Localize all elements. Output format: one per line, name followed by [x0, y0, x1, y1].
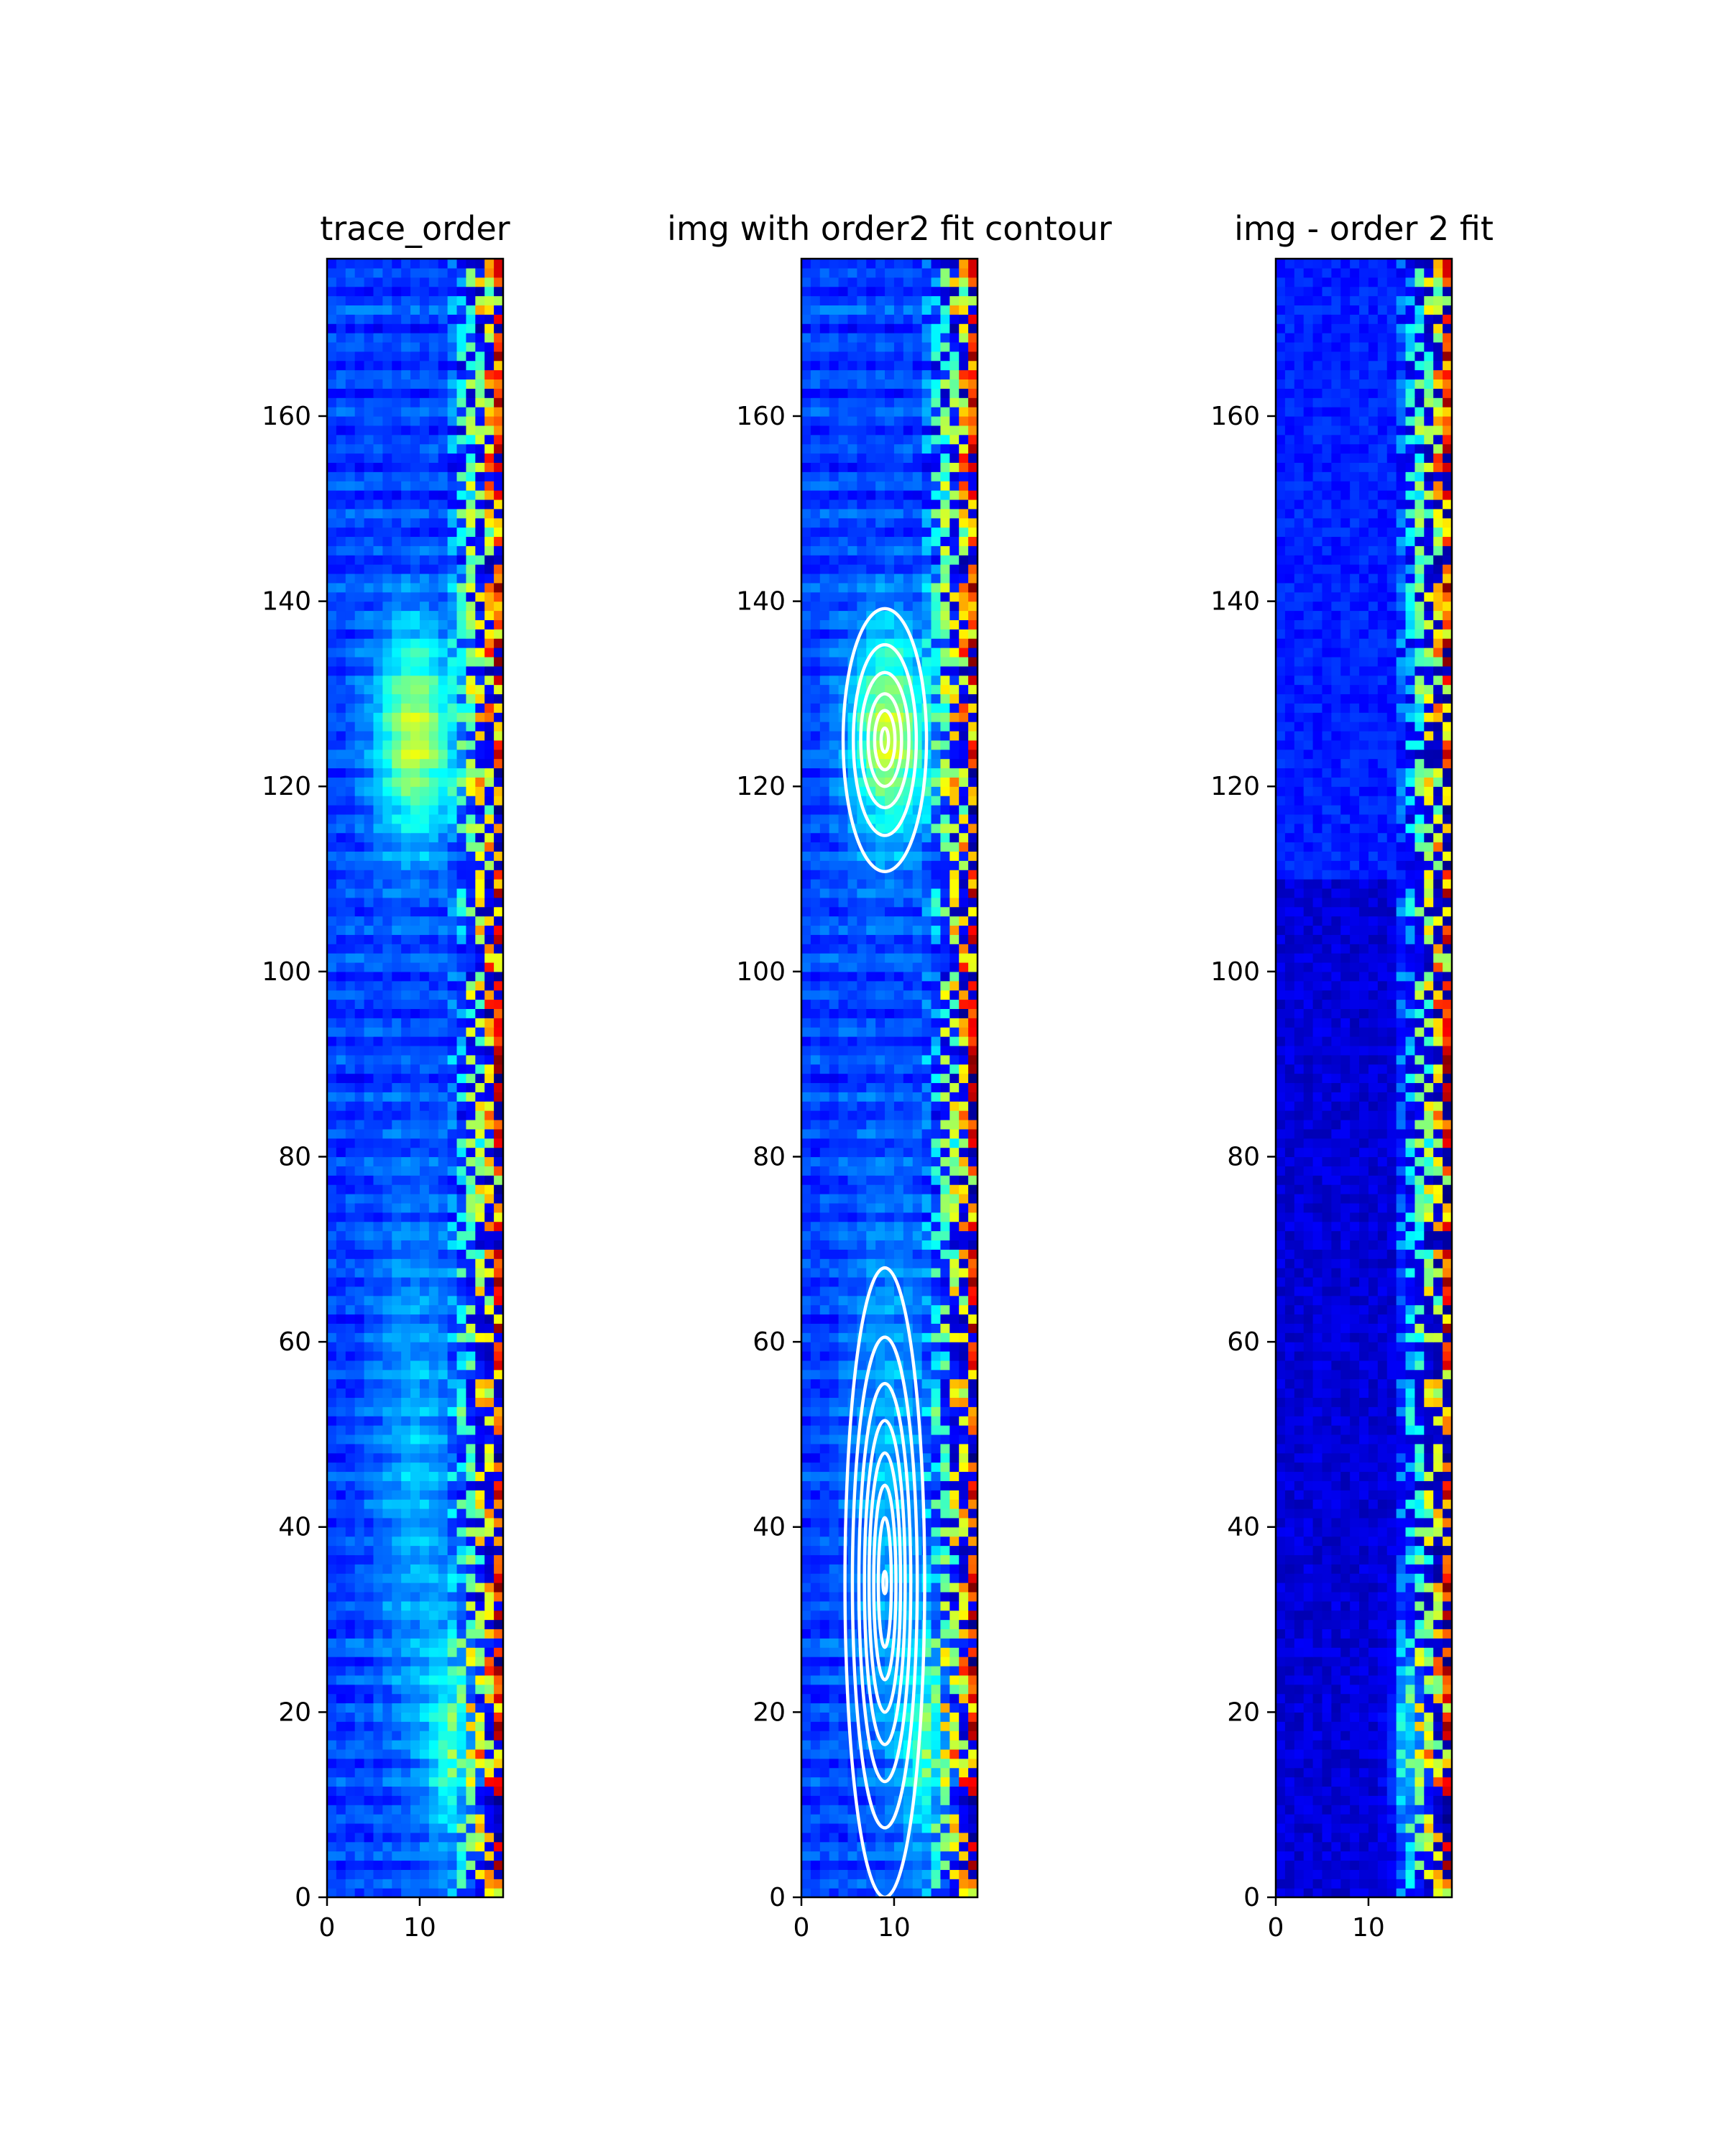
y-tick-label: 160 [262, 402, 311, 431]
contour-line [873, 709, 897, 772]
contour-set [841, 607, 929, 1897]
x-tick-label: 10 [1352, 1913, 1385, 1943]
panel-img-residual: img - order 2 fit 0 20 40 60 80 100 120 140 160 0… [1210, 209, 1494, 1943]
contour-line [859, 671, 911, 810]
y-tick-label: 100 [262, 957, 311, 987]
y-tick-label: 100 [736, 957, 786, 987]
y-tick-label: 120 [736, 772, 786, 801]
contour-line [867, 1451, 903, 1714]
contour-line [850, 1335, 919, 1830]
heatmap-image [1276, 259, 1453, 1898]
contour-line [866, 692, 903, 788]
heatmap-image [327, 259, 504, 1898]
y-tick-label: 0 [295, 1883, 311, 1912]
y-tick-label: 80 [278, 1142, 311, 1171]
x-tick-label: 0 [794, 1913, 810, 1943]
x-tick-label: 0 [1268, 1913, 1284, 1943]
panel-img-with-contour: img with order2 fit contour 020406080100… [667, 209, 1112, 1943]
y-tick-label: 80 [753, 1142, 786, 1171]
panel-title: trace_order [320, 209, 510, 248]
y-tick-label: 60 [753, 1327, 786, 1357]
y-tick-label: 60 [278, 1327, 311, 1357]
y-tick-label: 140 [736, 587, 786, 617]
y-tick-label: 20 [1227, 1697, 1260, 1727]
contour-line [876, 1516, 893, 1649]
y-tick-label: 160 [1210, 402, 1260, 431]
y-tick-label: 0 [1243, 1883, 1260, 1912]
contour-line [841, 607, 929, 873]
y-tick-label: 60 [1227, 1327, 1260, 1357]
axes-frame [326, 257, 505, 1899]
contour-line [881, 1570, 888, 1595]
panel-trace-order: trace_order 0 20 40 60 80 100 120 140 160 0 10 [262, 209, 510, 1943]
contour-line [872, 1483, 898, 1682]
y-tick-label: 100 [1210, 957, 1260, 987]
y-tick-label: 0 [769, 1883, 786, 1912]
heatmap-image [801, 259, 978, 1898]
axes-frame [800, 257, 979, 1899]
y-tick-label: 40 [753, 1513, 786, 1542]
y-tick-label: 20 [278, 1697, 311, 1727]
y-tick-label: 120 [1210, 772, 1260, 801]
contour-line [879, 726, 891, 754]
x-tick-label: 0 [319, 1913, 336, 1943]
panel-title: img with order2 fit contour [667, 209, 1112, 248]
contour-line [851, 642, 919, 837]
y-tick-label: 140 [262, 587, 311, 617]
y-tick-label: 40 [1227, 1513, 1260, 1542]
y-tick-label: 80 [1227, 1142, 1260, 1171]
y-tick-label: 20 [753, 1697, 786, 1727]
y-tick-label: 120 [262, 772, 311, 801]
y-tick-label: 40 [278, 1513, 311, 1542]
axes-frame [1274, 257, 1453, 1899]
contour-line [857, 1381, 913, 1784]
y-tick-label: 140 [1210, 587, 1260, 617]
y-tick-label: 160 [736, 402, 786, 431]
contour-line [843, 1266, 926, 1897]
x-tick-label: 10 [403, 1913, 436, 1943]
contour-line [862, 1419, 907, 1746]
x-tick-label: 10 [878, 1913, 911, 1943]
panel-title: img - order 2 fit [1234, 209, 1494, 248]
